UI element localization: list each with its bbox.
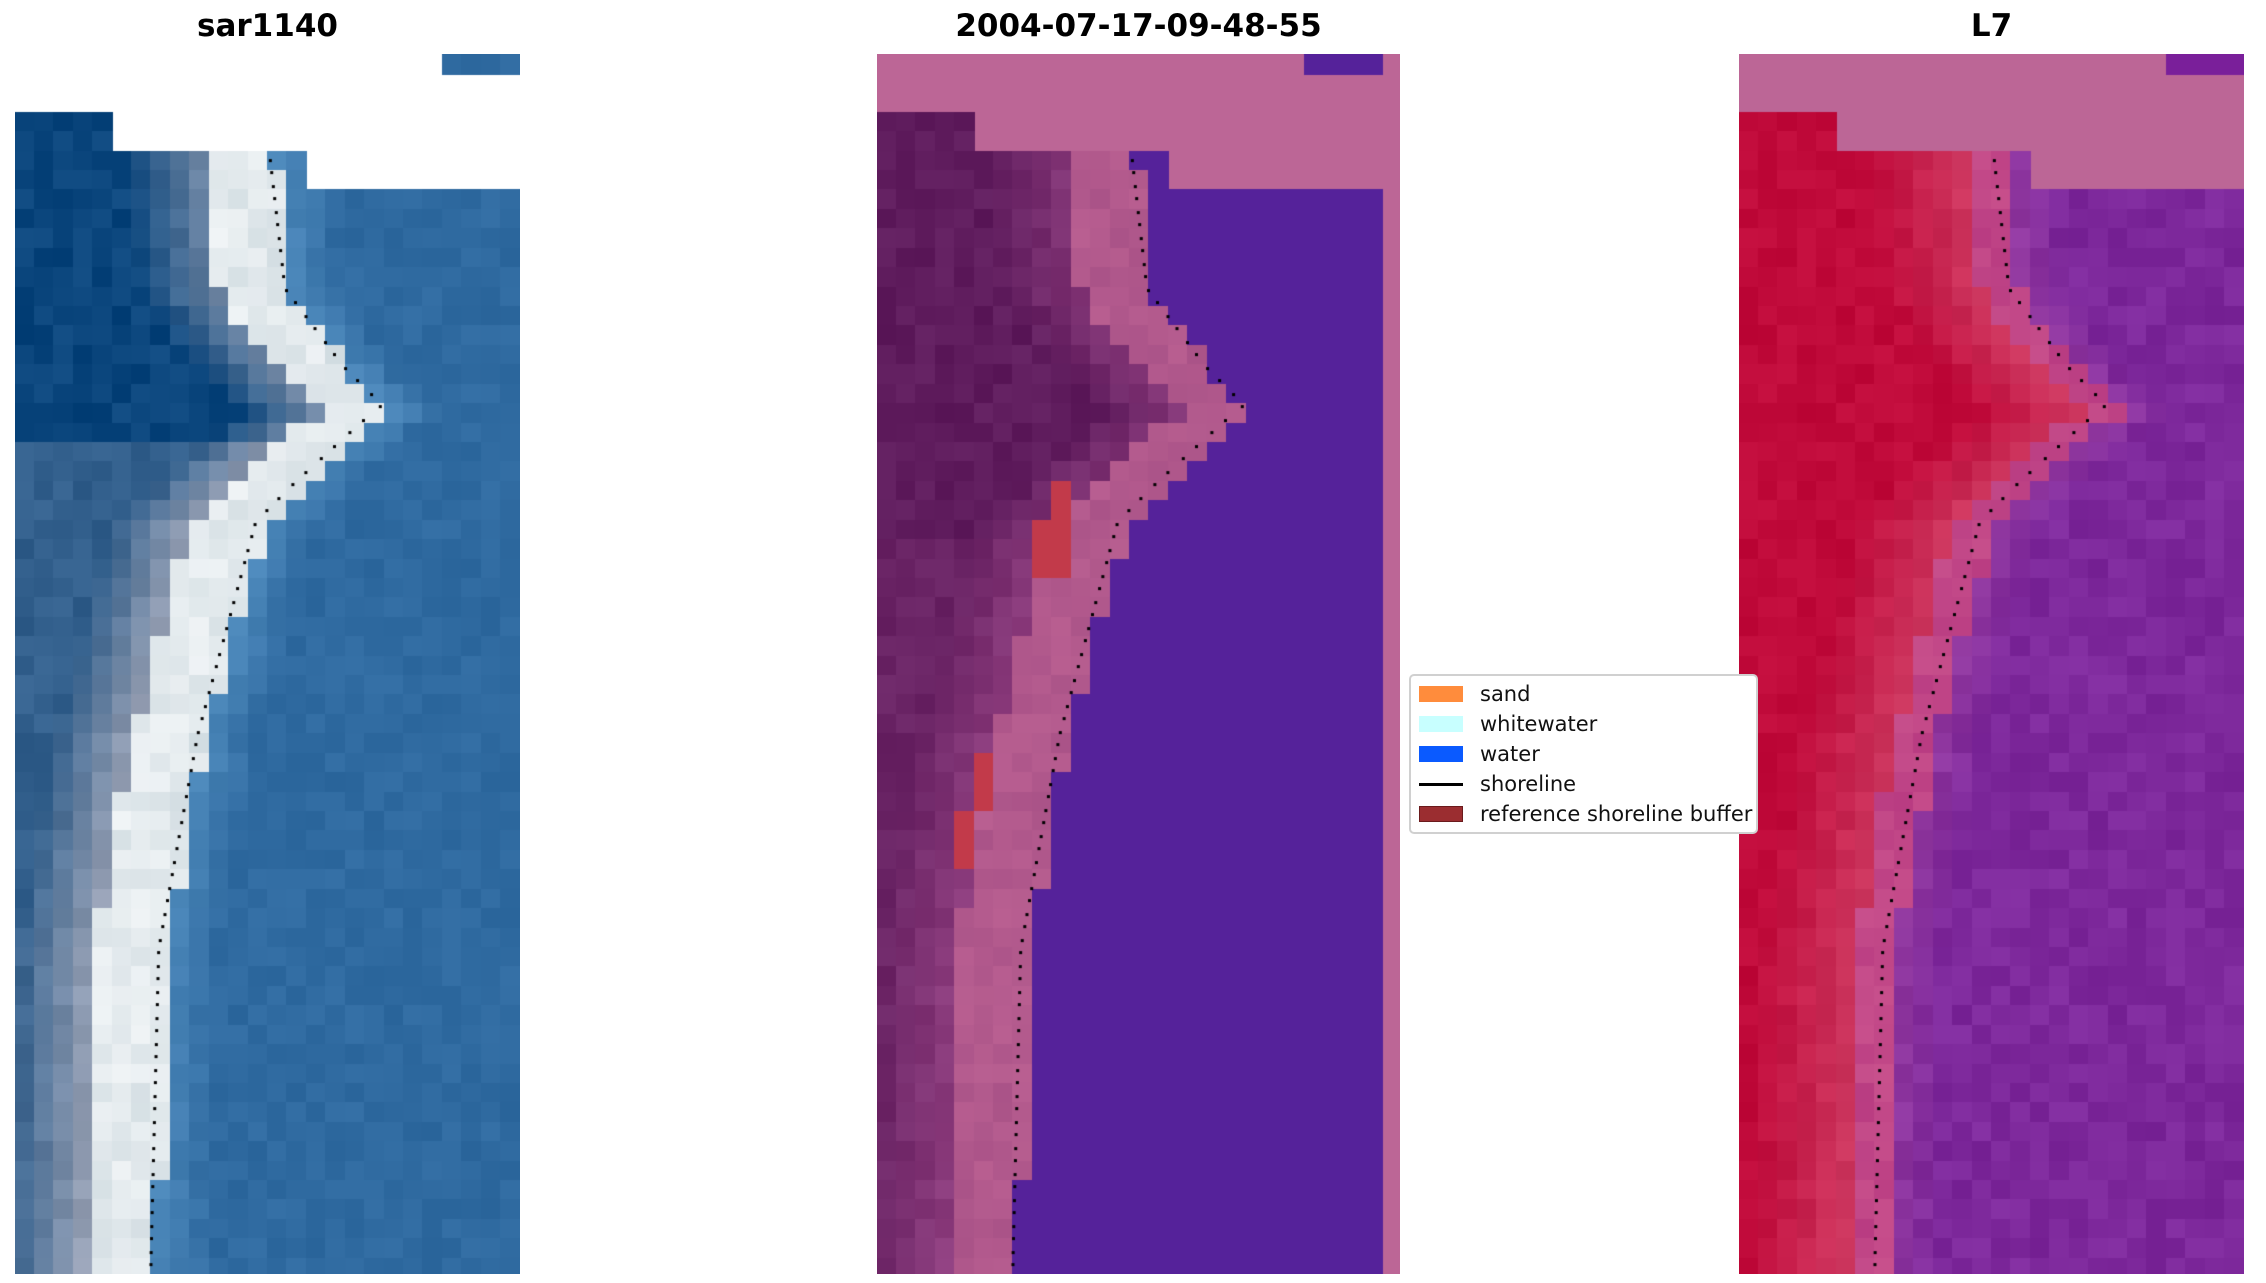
panel-title-rgb: sar1140 <box>197 8 338 44</box>
buffer-swatch <box>1419 806 1463 822</box>
legend-label: sand <box>1480 682 1531 706</box>
legend-label: whitewater <box>1480 712 1598 736</box>
legend-item-water: water <box>1419 741 1540 767</box>
rgb-image-panel <box>15 54 520 1274</box>
panel-title-classified: 2004-07-17-09-48-55 <box>955 8 1322 44</box>
index-image-panel <box>1739 54 2244 1274</box>
shoreline-line-icon <box>1419 782 1463 786</box>
legend-label: reference shoreline buffer <box>1480 802 1753 826</box>
classified-image-panel <box>877 54 1400 1274</box>
legend-item-whitewater: whitewater <box>1419 711 1597 737</box>
water-swatch <box>1419 746 1463 762</box>
legend-item-shoreline: shoreline <box>1419 771 1576 797</box>
panel-title-index: L7 <box>1970 8 2013 44</box>
legend-label: water <box>1480 742 1540 766</box>
legend-item-sand: sand <box>1419 681 1530 707</box>
whitewater-swatch <box>1419 716 1463 732</box>
legend-label: shoreline <box>1480 772 1577 796</box>
legend: sand whitewater water shoreline referenc… <box>1409 674 1758 834</box>
legend-item-buffer: reference shoreline buffer <box>1419 801 1752 827</box>
sand-swatch <box>1419 686 1463 702</box>
